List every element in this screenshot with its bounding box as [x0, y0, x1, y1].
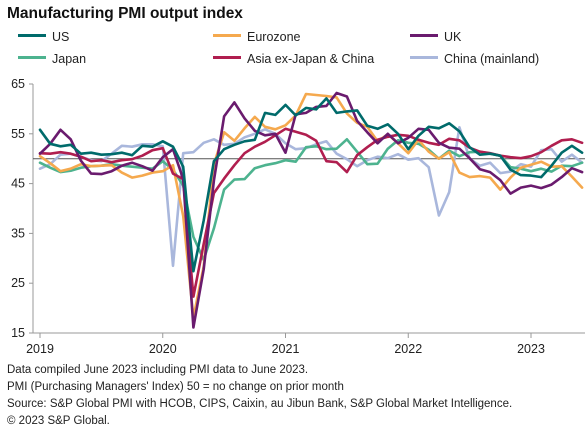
legend-swatch-japan — [18, 56, 46, 60]
legend-item-china-mainland: China (mainland) — [410, 52, 539, 66]
legend-item-us: US — [18, 30, 69, 44]
legend-item-asia-ex-japan-china: Asia ex-Japan & China — [213, 52, 374, 66]
legend-label-china-mainland: China (mainland) — [444, 52, 540, 66]
x-tick-label: 2019 — [26, 342, 54, 356]
y-tick-label: 25 — [11, 276, 25, 290]
legend-item-eurozone: Eurozone — [213, 30, 301, 44]
legend-item-japan: Japan — [18, 52, 86, 66]
x-tick-label: 2021 — [272, 342, 300, 356]
legend-label-uk: UK — [444, 30, 462, 44]
legend-label-asia-ex-japan-china: Asia ex-Japan & China — [247, 52, 375, 66]
y-tick-label: 45 — [11, 177, 25, 191]
chart-notes: Data compiled June 2023 including PMI da… — [7, 362, 512, 430]
chart-title: Manufacturing PMI output index — [7, 5, 243, 22]
note-source: Source: S&P Global PMI with HCOB, CIPS, … — [7, 398, 513, 410]
legend-swatch-eurozone — [213, 34, 241, 38]
series-line-eurozone — [38, 92, 584, 319]
note-pmi-definition: PMI (Purchasing Managers' Index) 50 = no… — [7, 381, 344, 393]
legend-label-japan: Japan — [52, 52, 87, 66]
y-tick-label: 65 — [11, 77, 25, 91]
x-tick-label: 2023 — [517, 342, 545, 356]
y-tick-label: 15 — [11, 326, 25, 340]
legend-label-us: US — [52, 30, 70, 44]
y-tick-label: 35 — [11, 226, 25, 240]
y-tick-label: 55 — [11, 127, 25, 141]
x-tick-label: 2022 — [394, 342, 422, 356]
note-data-compiled: Data compiled June 2023 including PMI da… — [7, 364, 309, 376]
legend-swatch-china-mainland — [410, 56, 438, 60]
series-line-uk — [38, 91, 584, 329]
x-tick-label: 2020 — [149, 342, 177, 356]
series-line-china-mainland — [38, 126, 584, 268]
series-line-us — [38, 97, 584, 273]
legend-swatch-uk — [410, 34, 438, 38]
legend-swatch-us — [18, 34, 46, 38]
legend-item-uk: UK — [410, 30, 461, 44]
legend-label-eurozone: Eurozone — [247, 30, 301, 44]
legend-swatch-asia-ex-japan-china — [213, 56, 241, 60]
note-copyright: © 2023 S&P Global. — [7, 415, 110, 427]
legend: US Eurozone UK Japan Asia ex-Japan & Chi… — [0, 30, 585, 70]
